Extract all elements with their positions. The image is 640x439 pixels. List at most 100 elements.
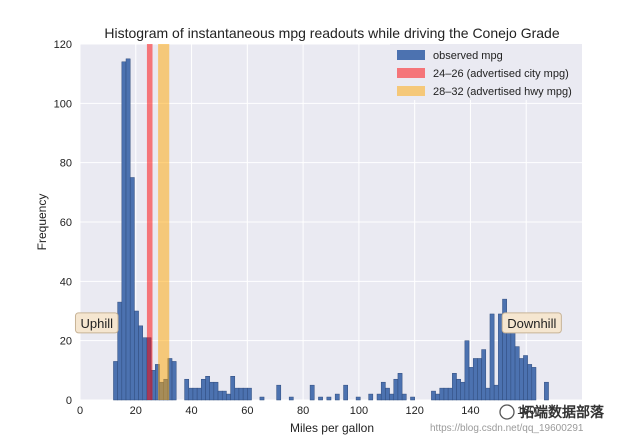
y-axis-label: Frequency (35, 194, 49, 251)
x-tick-label: 60 (241, 405, 253, 417)
histogram-bar (113, 361, 118, 401)
y-tick-label: 40 (60, 276, 72, 288)
histogram-bar (481, 349, 487, 401)
histogram-bar (376, 393, 382, 401)
histogram-bar (171, 361, 177, 401)
histogram-bar (519, 358, 524, 401)
histogram-bar (309, 384, 315, 401)
histogram-bar (460, 381, 466, 401)
annotation-uphill-box (74, 312, 119, 334)
hwy-mpg-span (158, 44, 170, 400)
legend-label-hwy-mpg: 28–32 (advertised hwy mpg) (433, 86, 572, 98)
histogram-bar (380, 381, 386, 401)
watermark: 拓端数据部落 https://blog.csdn.net/qq_19600291 (430, 404, 605, 434)
histogram-bar (464, 340, 470, 401)
histogram-bar (447, 387, 453, 401)
x-tick-label: 20 (130, 405, 142, 417)
shaded-spans (146, 44, 170, 400)
y-tick-label: 0 (66, 395, 72, 407)
histogram-bar (188, 387, 194, 401)
histogram-bar (468, 367, 474, 401)
histogram-bar (368, 393, 374, 401)
histogram-bar (230, 376, 236, 401)
histogram-bar (401, 393, 407, 401)
histogram-bar (142, 337, 148, 401)
histogram-bar (472, 358, 478, 401)
histogram-bar (523, 355, 528, 401)
histogram-bar (527, 364, 533, 401)
x-tick-label: 120 (405, 405, 423, 417)
histogram-bar (389, 393, 395, 401)
histogram-bar (238, 387, 244, 401)
x-tick-labels: 0 20 40 60 80 100 120 140 160 (77, 405, 535, 417)
legend-swatch-city-mpg (397, 68, 425, 78)
y-tick-label: 100 (54, 98, 72, 110)
y-tick-label: 20 (60, 336, 72, 348)
histogram-bar (489, 313, 495, 401)
histogram-bar (242, 387, 248, 401)
histogram-bar (510, 331, 516, 401)
histogram-bar (443, 387, 449, 401)
x-tick-label: 40 (185, 405, 197, 417)
chart-title: Histogram of instantaneous mpg readouts … (104, 25, 559, 41)
histogram-bar (514, 346, 520, 401)
histogram-bar (477, 358, 482, 401)
histogram-bar (544, 381, 549, 401)
annotation-downhill-box (501, 312, 562, 334)
legend-label-city-mpg: 24–26 (advertised city mpg) (433, 68, 569, 80)
legend-swatch-hwy-mpg (397, 86, 425, 96)
histogram-bar (397, 373, 403, 401)
histogram-bar (355, 396, 361, 401)
x-axis-label: Miles per gallon (290, 421, 374, 435)
histogram-bar (326, 396, 332, 401)
histogram-bar (318, 396, 323, 401)
watermark-url: https://blog.csdn.net/qq_19600291 (430, 423, 584, 434)
histogram-bar (226, 393, 231, 401)
x-tick-label: 100 (350, 405, 368, 417)
histogram-bar (196, 387, 202, 401)
histogram-bar (138, 325, 143, 401)
histogram-bar (385, 387, 390, 401)
y-tick-label: 60 (60, 217, 72, 229)
histogram-bar (121, 61, 127, 401)
x-tick-label: 0 (77, 405, 83, 417)
histogram-bar (205, 376, 210, 401)
histogram-bar (134, 310, 139, 401)
histogram-bar (343, 384, 348, 401)
histogram-bars (113, 58, 549, 401)
histogram-bar (221, 390, 227, 401)
histogram-bar (410, 396, 415, 401)
legend: observed mpg 24–26 (advertised city mpg)… (390, 44, 582, 100)
histogram-bar (201, 378, 206, 401)
histogram-bar (452, 373, 457, 401)
histogram-bar (217, 390, 223, 401)
histogram-bar (276, 384, 282, 401)
histogram-bar (125, 58, 131, 401)
x-tick-label: 160 (517, 405, 535, 417)
histogram-bar (213, 381, 219, 401)
histogram-bar (456, 378, 461, 401)
histogram-bar (234, 387, 240, 401)
histogram-bar (431, 390, 436, 401)
legend-label-observed-mpg: observed mpg (433, 50, 503, 62)
histogram-bar (259, 396, 265, 401)
histogram-bar (439, 387, 445, 401)
wechat-logo-icon (499, 404, 515, 420)
histogram-bar (531, 367, 537, 401)
x-tick-label: 140 (461, 405, 479, 417)
histogram-bar (435, 393, 441, 401)
x-tick-label: 80 (297, 405, 309, 417)
watermark-brand: 拓端数据部落 (520, 404, 605, 420)
histogram-bar (184, 378, 190, 401)
histogram-bar (129, 177, 135, 401)
histogram-bar (485, 387, 491, 401)
annotation-uphill: Uphill (74, 312, 119, 334)
histogram-bar (493, 384, 499, 401)
histogram-bar (192, 387, 198, 401)
annotation-downhill: Downhill (501, 312, 562, 334)
legend-swatch-observed-mpg (397, 50, 425, 60)
histogram-bar (247, 387, 252, 401)
histogram-bar (334, 393, 340, 401)
histogram-bar (288, 396, 294, 401)
